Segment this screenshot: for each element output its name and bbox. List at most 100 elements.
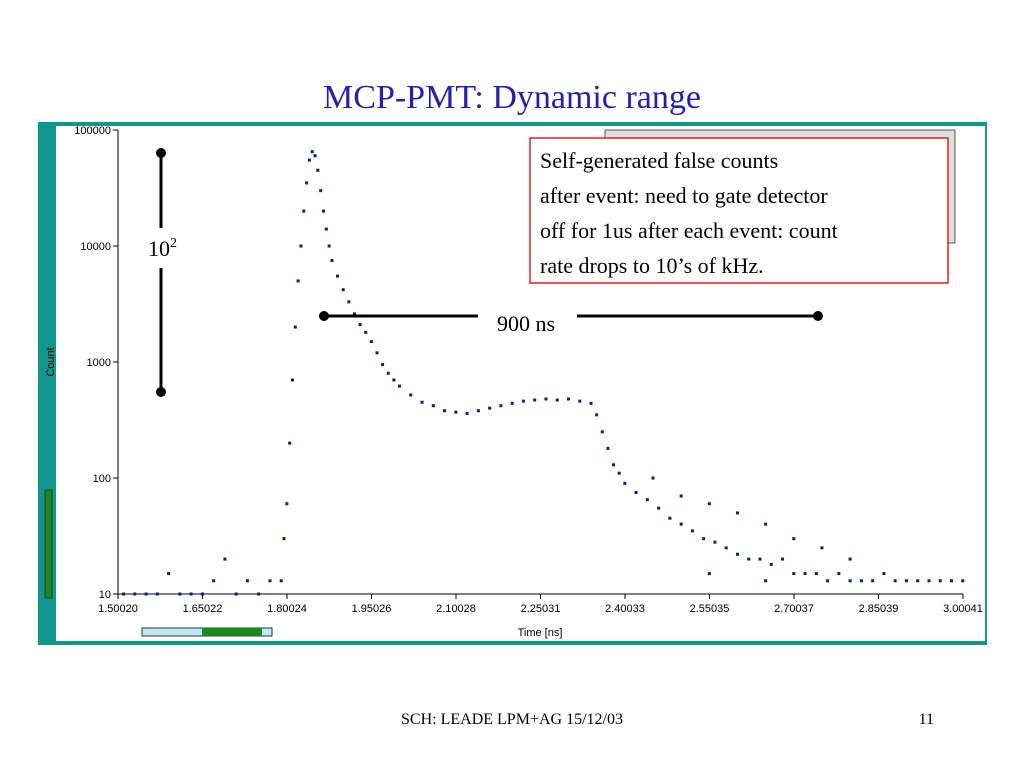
- data-point: [358, 323, 362, 327]
- x-axis-label: Time [ns]: [518, 627, 563, 639]
- x-tick-label: 1.80024: [267, 603, 307, 615]
- data-point: [927, 579, 931, 583]
- range-exponent: 2: [170, 236, 177, 251]
- data-point: [950, 579, 954, 583]
- y-tick-label: 10000: [80, 241, 111, 253]
- data-point: [814, 572, 818, 576]
- page-number: 11: [919, 711, 934, 728]
- data-point: [189, 592, 193, 596]
- data-point: [882, 572, 886, 576]
- data-point: [510, 401, 514, 405]
- data-point: [893, 579, 897, 583]
- data-point: [299, 244, 303, 248]
- scrollbar-thumb: [202, 628, 262, 636]
- data-point: [223, 557, 227, 561]
- data-point: [848, 557, 852, 561]
- data-point: [623, 481, 627, 485]
- data-point: [724, 546, 728, 550]
- data-point: [747, 557, 751, 561]
- data-point: [645, 498, 649, 502]
- data-point: [499, 404, 503, 408]
- data-point: [690, 529, 694, 533]
- data-point: [296, 279, 300, 283]
- data-point: [302, 209, 306, 213]
- y-tick-label: 100: [93, 473, 111, 485]
- data-point: [293, 325, 297, 329]
- note-box: [529, 137, 949, 284]
- data-point: [347, 300, 351, 304]
- data-point: [758, 557, 762, 561]
- data-point: [409, 393, 413, 397]
- data-point: [859, 579, 863, 583]
- data-point: [826, 579, 830, 583]
- data-point: [668, 516, 672, 520]
- x-tick-label: 2.85039: [859, 603, 899, 615]
- data-point: [707, 502, 711, 506]
- data-point: [533, 398, 537, 402]
- note-line: Self-generated false counts: [540, 148, 778, 173]
- x-tick-label: 1.65022: [183, 603, 223, 615]
- data-point: [871, 579, 875, 583]
- data-point: [679, 522, 683, 526]
- data-point: [122, 592, 126, 596]
- data-point: [155, 592, 159, 596]
- data-point: [178, 592, 182, 596]
- data-point: [443, 409, 447, 413]
- data-point: [488, 406, 492, 410]
- data-point: [330, 258, 334, 262]
- data-point: [290, 378, 294, 382]
- x-tick-label: 1.50020: [98, 603, 138, 615]
- data-point: [392, 378, 396, 382]
- data-point: [600, 430, 604, 434]
- data-point: [307, 158, 311, 162]
- data-point: [735, 511, 739, 515]
- width-end: [813, 311, 823, 321]
- y-axis-label: Count: [45, 347, 57, 376]
- data-point: [167, 572, 171, 576]
- data-point: [324, 227, 328, 231]
- footer-text: SCH: LEADE LPM+AG 15/12/03: [401, 711, 623, 728]
- range-base: 10: [148, 236, 170, 261]
- data-point: [454, 410, 458, 414]
- y-tick-label: 1000: [87, 357, 111, 369]
- data-point: [938, 579, 942, 583]
- data-point: [837, 572, 841, 576]
- data-point: [285, 502, 289, 506]
- data-point: [713, 540, 717, 544]
- data-point: [336, 274, 340, 278]
- data-point: [657, 506, 661, 510]
- note: Self-generated false counts after event: …: [540, 148, 838, 278]
- data-point: [420, 400, 424, 404]
- data-point: [200, 592, 204, 596]
- y-tick-label: 100000: [74, 125, 111, 137]
- note-line: after event: need to gate detector: [540, 183, 828, 208]
- data-point: [544, 397, 548, 401]
- data-point: [386, 371, 390, 375]
- data-point: [234, 592, 238, 596]
- x-tick-label: 2.40033: [605, 603, 645, 615]
- data-point: [792, 572, 796, 576]
- data-point: [555, 398, 559, 402]
- data-point: [735, 552, 739, 556]
- data-point: [465, 411, 469, 415]
- data-point: [961, 579, 965, 583]
- data-point: [595, 413, 599, 417]
- data-point: [702, 537, 706, 541]
- data-point: [310, 150, 314, 154]
- data-point: [319, 189, 323, 193]
- x-tick-label: 2.25031: [521, 603, 561, 615]
- data-point: [904, 579, 908, 583]
- data-point: [245, 579, 249, 583]
- plot: 10 100 1000 10000 100000 1.50020 1.65022 1.8002…: [45, 125, 983, 639]
- y-tick-label: 10: [99, 589, 111, 601]
- level-bar: [44, 489, 53, 599]
- data-point: [341, 288, 345, 292]
- data-point: [634, 490, 638, 494]
- data-point: [288, 441, 292, 445]
- data-point: [566, 397, 570, 401]
- data-point: [764, 522, 768, 526]
- range-end: [156, 148, 166, 158]
- data-point: [313, 154, 317, 158]
